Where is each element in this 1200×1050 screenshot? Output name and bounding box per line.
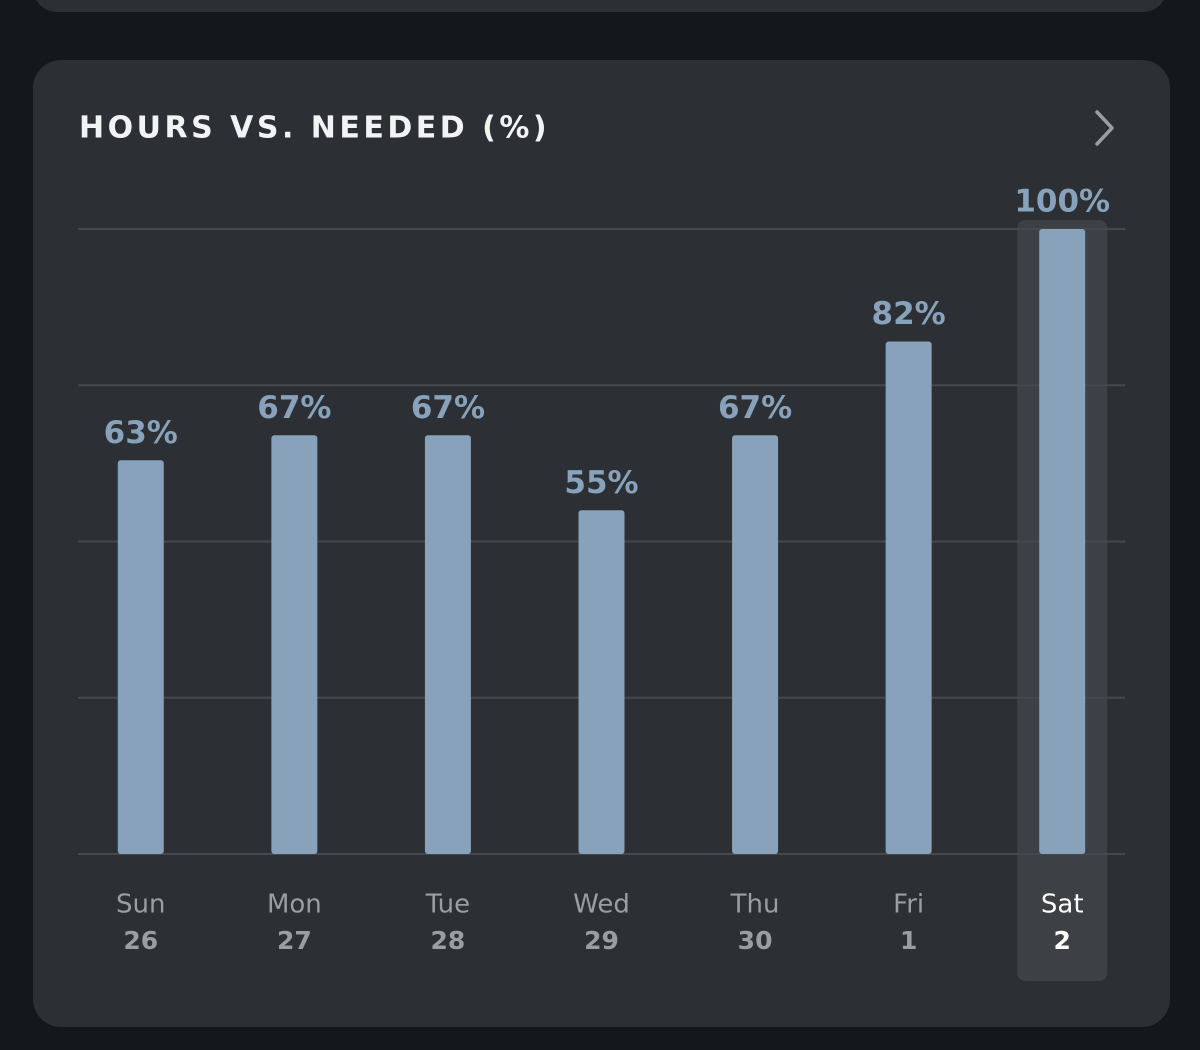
x-tick-label: Sat (1041, 890, 1084, 920)
value-label: 67% (411, 390, 485, 426)
previous-card (36, 0, 1164, 12)
x-tick-sublabel: 26 (123, 926, 158, 955)
x-tick-label: Mon (267, 890, 322, 920)
x-tick-sublabel: 30 (738, 926, 773, 955)
value-label: 82% (872, 296, 946, 332)
value-label: 67% (718, 390, 792, 426)
bar (1039, 229, 1086, 854)
bar (271, 435, 318, 854)
x-tick-label: Fri (893, 890, 924, 920)
x-tick-label: Tue (425, 890, 470, 920)
value-label: 100% (1014, 184, 1110, 220)
x-tick-sublabel: 28 (431, 926, 466, 955)
bar (885, 341, 932, 854)
bar (578, 510, 625, 854)
x-tick-sublabel: 1 (900, 926, 917, 955)
x-tick-label: Wed (573, 890, 630, 920)
bar (424, 435, 471, 854)
x-tick-label: Thu (730, 890, 780, 920)
x-tick-label: Sun (116, 890, 165, 920)
value-label: 55% (564, 465, 638, 501)
bar (732, 435, 779, 854)
chart-title: HOURS VS. NEEDED (%) (79, 111, 550, 146)
x-tick-sublabel: 2 (1054, 926, 1071, 955)
bar (117, 460, 164, 854)
x-tick-sublabel: 29 (584, 926, 619, 955)
value-label: 63% (104, 415, 178, 451)
value-label: 67% (257, 390, 331, 426)
chevron[interactable] (1095, 110, 1114, 146)
x-tick-sublabel: 27 (277, 926, 312, 955)
